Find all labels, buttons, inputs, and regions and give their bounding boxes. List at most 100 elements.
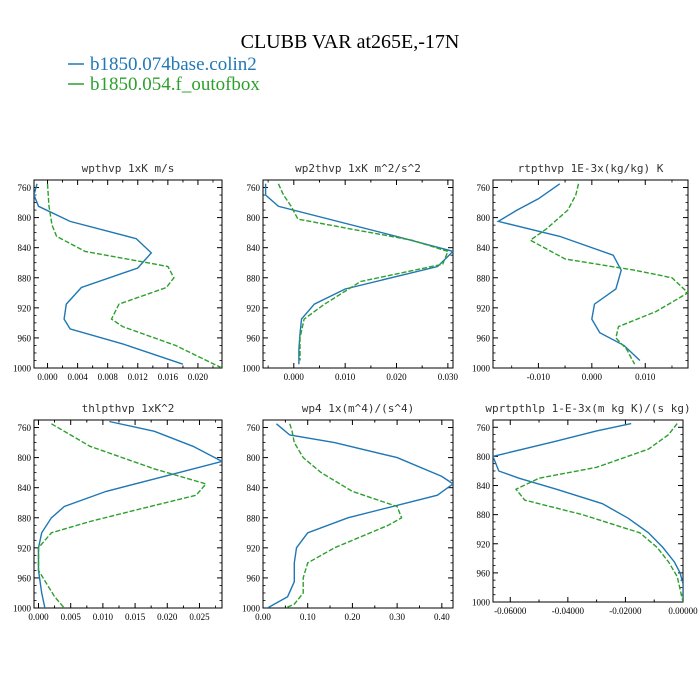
panel-thlpthvp: thlpthvp 1xK^276080084088092096010000.00…	[13, 402, 223, 622]
y-tick-label: 880	[477, 510, 491, 520]
y-tick-label: 800	[477, 213, 491, 223]
y-tick-label: 800	[18, 453, 32, 463]
y-tick-label: 920	[247, 303, 261, 313]
y-tick-label: 880	[247, 273, 261, 283]
legend-label-outofbox: b1850.054.f_outofbox	[90, 74, 260, 95]
series-line-outofbox	[37, 423, 208, 608]
y-tick-label: 920	[18, 543, 32, 553]
plot-frame	[262, 419, 454, 609]
y-tick-label: 840	[247, 243, 261, 253]
y-tick-label: 1000	[13, 604, 32, 614]
plot-frame	[492, 419, 684, 603]
x-tick-label: 0.010	[635, 372, 656, 382]
x-tick-label: 0.000	[37, 372, 58, 382]
y-tick-label: 760	[247, 423, 261, 433]
x-tick-label: 0.016	[158, 372, 179, 382]
y-tick-label: 920	[247, 543, 261, 553]
figure-legend: b1850.074base.colin2 b1850.054.f_outofbo…	[68, 54, 260, 95]
panel-title: thlpthvp 1xK^2	[82, 402, 175, 415]
series-line-base	[493, 422, 683, 602]
y-tick-label: 840	[18, 243, 32, 253]
x-tick-label: 0.000	[284, 372, 305, 382]
y-tick-label: 760	[477, 183, 491, 193]
y-tick-label: 880	[18, 513, 32, 523]
y-tick-label: 840	[477, 243, 491, 253]
x-tick-label: -0.02000	[609, 606, 642, 616]
x-tick-label: 0.30	[389, 612, 405, 622]
x-tick-label: 0.00000	[668, 606, 698, 616]
x-tick-label: 0.40	[434, 612, 450, 622]
y-tick-label: 1000	[13, 364, 32, 374]
panel-title: wp4 1x(m^4)/(s^4)	[302, 402, 415, 415]
series-line-base	[264, 183, 453, 365]
series-line-outofbox	[285, 423, 403, 608]
x-tick-label: -0.06000	[494, 606, 527, 616]
y-tick-label: 960	[477, 333, 491, 343]
plot-frame	[33, 179, 223, 369]
x-tick-label: 0.030	[438, 372, 459, 382]
y-tick-label: 880	[477, 273, 491, 283]
plot-frame	[492, 179, 689, 369]
x-tick-label: 0.005	[61, 612, 82, 622]
y-tick-label: 1000	[242, 364, 261, 374]
panel-title: wprtpthlp 1-E-3x(m kg K)/(s kg)	[485, 402, 690, 415]
y-tick-label: 760	[18, 183, 32, 193]
x-tick-label: 0.00	[255, 612, 271, 622]
plot-frame	[262, 179, 454, 369]
series-line-outofbox	[514, 423, 683, 602]
panel-title: wp2thvp 1xK m^2/s^2	[295, 162, 421, 175]
y-tick-label: 760	[18, 423, 32, 433]
y-tick-label: 960	[477, 568, 491, 578]
x-tick-label: 0.20	[345, 612, 361, 622]
y-tick-label: 1000	[242, 604, 261, 614]
plot-frame	[33, 419, 223, 609]
x-tick-label: 0.010	[93, 612, 114, 622]
x-tick-label: 0.020	[188, 372, 209, 382]
y-tick-label: 960	[18, 573, 32, 583]
y-tick-label: 840	[477, 481, 491, 491]
x-tick-label: 0.020	[157, 612, 178, 622]
y-tick-label: 800	[477, 452, 491, 462]
series-line-base	[267, 423, 453, 608]
y-tick-label: 880	[247, 513, 261, 523]
figure-title: CLUBB VAR at265E,-17N	[241, 31, 460, 53]
panel-rtpthvp: rtpthvp 1E-3x(kg/kg) K 760 800 840 880 920 960…	[472, 162, 689, 382]
panel-wpthvp: wpthvp 1xK m/s 760 800 840 880 920 960 1000 0.00…	[13, 162, 223, 382]
y-tick-label: 800	[18, 213, 32, 223]
y-tick-label: 800	[247, 453, 261, 463]
y-tick-label: 760	[247, 183, 261, 193]
panel-title: rtpthvp 1E-3x(kg/kg) K	[518, 162, 664, 175]
y-tick-label: 1000	[472, 364, 491, 374]
series-line-outofbox	[46, 183, 222, 368]
series-line-outofbox	[277, 183, 449, 361]
x-tick-label: -0.04000	[552, 606, 585, 616]
series-line-base	[37, 420, 222, 608]
x-tick-label: 0.10	[300, 612, 316, 622]
y-tick-label: 840	[247, 483, 261, 493]
x-tick-label: 0.020	[386, 372, 407, 382]
y-tick-label: 880	[18, 273, 32, 283]
legend-label-base: b1850.074base.colin2	[90, 54, 257, 75]
y-tick-label: 960	[247, 333, 261, 343]
x-tick-label: 0.000	[28, 612, 49, 622]
y-tick-label: 960	[18, 333, 32, 343]
y-tick-label: 760	[477, 423, 491, 433]
panel-title: wpthvp 1xK m/s	[82, 162, 175, 175]
panel-wp4: wp4 1x(m^4)/(s^4)76080084088092096010000…	[242, 402, 454, 622]
y-tick-label: 1000	[472, 598, 491, 608]
x-tick-label: 0.015	[125, 612, 146, 622]
series-line-outofbox	[529, 183, 688, 365]
y-tick-label: 920	[18, 303, 32, 313]
panel-wp2thvp: wp2thvp 1xK m^2/s^2 760 800 840 880 920 960 100…	[242, 162, 458, 382]
x-tick-label: 0.004	[67, 372, 88, 382]
panel-wprtpthlp: wprtpthlp 1-E-3x(m kg K)/(s kg) 760 800 840…	[472, 402, 698, 616]
x-tick-label: -0.010	[527, 372, 551, 382]
series-line-base	[34, 183, 184, 365]
x-tick-label: 0.008	[98, 372, 119, 382]
series-line-base	[496, 183, 641, 362]
y-tick-label: 920	[477, 303, 491, 313]
x-tick-label: 0.000	[582, 372, 603, 382]
y-tick-label: 800	[247, 213, 261, 223]
panel-grid: wpthvp 1xK m/s76080084088092096010000.00…	[13, 162, 698, 622]
